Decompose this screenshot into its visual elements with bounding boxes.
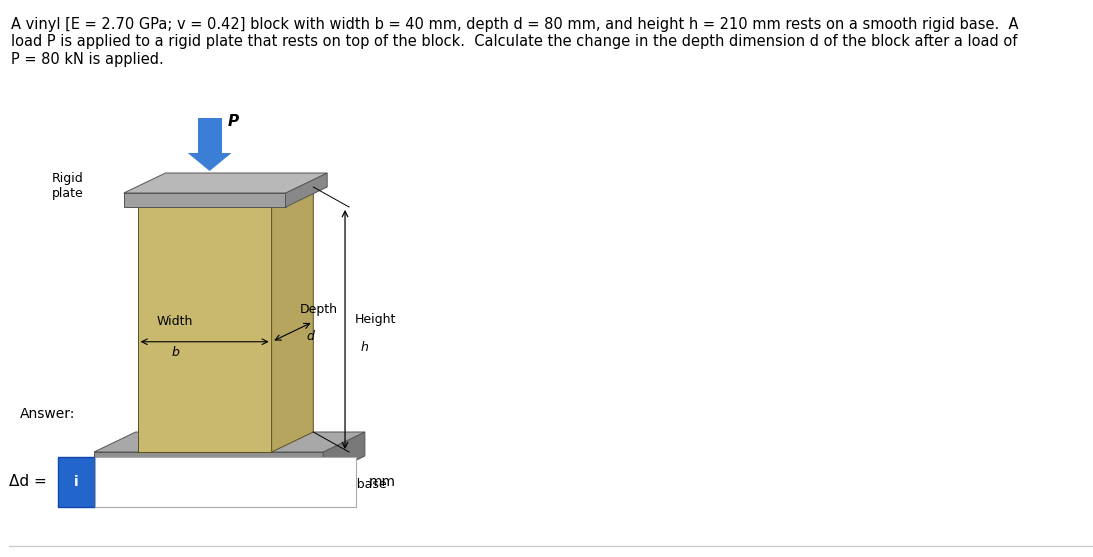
Text: Δd =: Δd =	[10, 475, 52, 489]
Polygon shape	[138, 187, 314, 207]
FancyBboxPatch shape	[58, 457, 95, 507]
Text: Height: Height	[355, 313, 397, 326]
Text: P: P	[227, 114, 238, 129]
Polygon shape	[285, 173, 327, 207]
Text: h: h	[361, 341, 368, 354]
Polygon shape	[324, 432, 365, 476]
FancyBboxPatch shape	[95, 457, 355, 507]
Polygon shape	[94, 452, 324, 476]
Polygon shape	[198, 118, 222, 153]
Text: A vinyl [E = 2.70 GPa; v = 0.42] block with width b = 40 mm, depth d = 80 mm, an: A vinyl [E = 2.70 GPa; v = 0.42] block w…	[11, 17, 1019, 66]
Polygon shape	[138, 207, 272, 452]
Polygon shape	[124, 173, 327, 193]
Polygon shape	[94, 432, 365, 452]
Text: b: b	[172, 346, 179, 359]
Text: Rigid base: Rigid base	[321, 478, 387, 491]
Polygon shape	[272, 187, 314, 452]
Text: mm: mm	[368, 475, 396, 489]
Text: Depth: Depth	[299, 303, 338, 316]
Polygon shape	[188, 153, 232, 171]
Text: d: d	[306, 330, 314, 343]
Text: Answer:: Answer:	[20, 407, 75, 421]
Polygon shape	[124, 193, 285, 207]
Text: i: i	[74, 475, 79, 489]
Text: Width: Width	[157, 315, 193, 328]
Text: Rigid
plate: Rigid plate	[51, 172, 83, 200]
